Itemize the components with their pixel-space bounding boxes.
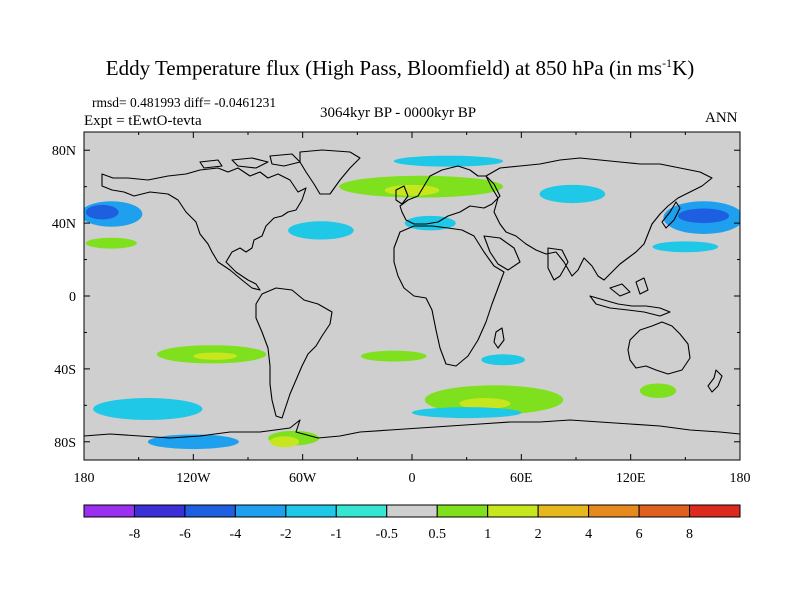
y-tick-label-2: 0 [69, 290, 76, 305]
x-tick-label-1: 120W [176, 471, 211, 486]
y-tick-label-3: 40S [54, 363, 76, 378]
colorbar-label-9: 4 [585, 527, 592, 542]
colorbar-box-3 [234, 504, 287, 518]
colorbar-box-9 [537, 504, 590, 518]
colorbar-label-11: 8 [686, 527, 693, 542]
coastline-new-zealand [707, 369, 723, 393]
colorbar-box-0 [83, 504, 135, 518]
colorbar-box-7 [436, 504, 489, 518]
colorbar: -8 -6 -4 -2 -1 -0.5 0.5 1 2 4 6 8 [83, 504, 741, 542]
x-tick-label-6: 180 [730, 471, 751, 486]
colorbar-label-3: -2 [280, 527, 292, 542]
coastline-arctic-islands [199, 153, 301, 169]
coastline-britain [395, 185, 409, 205]
colorbar-box-5 [335, 504, 388, 518]
coastline-south-america [255, 287, 333, 419]
contour-region-16 [459, 398, 511, 409]
y-tick-label-1: 40N [52, 217, 76, 232]
axis-ticks: 180 120W 60W 0 60E 120E 180 80N 40N 0 40S 80S [52, 132, 751, 486]
y-tick-label-4: 80S [54, 436, 76, 451]
colorbar-label-4: -1 [330, 527, 342, 542]
contour-region-11 [539, 184, 606, 204]
contour-region-7 [384, 184, 440, 196]
colorbar-label-6: 0.5 [428, 527, 446, 542]
coastlines [84, 149, 740, 439]
x-tick-label-0: 180 [74, 471, 95, 486]
colorbar-label-0: -8 [129, 527, 141, 542]
contour-region-2 [85, 237, 137, 249]
rmsd-diff-text: rmsd= 0.481993 diff= -0.0461231 [92, 95, 277, 110]
colorbar-label-5: -0.5 [376, 527, 398, 542]
contour-region-10 [393, 155, 504, 167]
coastline-greenland [299, 149, 361, 195]
contour-region-5 [652, 241, 719, 253]
colorbar-label-1: -6 [179, 527, 191, 542]
contour-region-23 [639, 383, 677, 399]
contour-region-22 [269, 436, 300, 448]
colorbar-label-2: -4 [230, 527, 242, 542]
y-tick-label-0: 80N [52, 144, 76, 159]
anomaly-contours [84, 155, 740, 450]
colorbar-label-10: 6 [636, 527, 643, 542]
colorbar-box-6 [386, 504, 438, 518]
coastline-australia [627, 321, 691, 375]
colorbar-box-1 [133, 504, 186, 518]
x-tick-label-3: 0 [409, 471, 416, 486]
plot-title: Eddy Temperature flux (High Pass, Bloomf… [105, 56, 695, 80]
contour-region-14 [360, 350, 427, 362]
coastline-antarctica [84, 419, 740, 439]
contour-region-1 [85, 204, 119, 220]
coastline-madagascar [493, 327, 505, 349]
contour-region-4 [678, 208, 730, 224]
colorbar-box-2 [184, 504, 236, 518]
contour-region-18 [481, 354, 525, 366]
contour-region-13 [193, 352, 238, 360]
x-tick-label-5: 120E [616, 471, 646, 486]
coastline-india [547, 247, 569, 281]
colorbar-box-10 [588, 504, 640, 518]
colorbar-box-4 [285, 504, 337, 518]
contour-region-17 [412, 407, 522, 419]
coastline-europe [399, 165, 501, 225]
colorbar-label-8: 2 [535, 527, 542, 542]
x-tick-label-4: 60E [510, 471, 533, 486]
coastline-indonesia [589, 277, 671, 317]
period-label: 3064kyr BP - 0000kyr BP [320, 105, 477, 121]
colorbar-box-12 [689, 504, 741, 518]
colorbar-label-7: 1 [484, 527, 491, 542]
contour-region-19 [93, 398, 203, 420]
contour-region-8 [288, 221, 354, 240]
coastline-north-america [101, 167, 307, 291]
coastline-japan [661, 201, 681, 229]
experiment-label: Expt = tEwtO-tevta [84, 113, 202, 129]
colorbar-box-8 [487, 504, 539, 518]
coastline-arabia [483, 235, 521, 271]
colorbar-box-11 [638, 504, 691, 518]
coastline-asia [485, 157, 713, 281]
season-label: ANN [705, 110, 738, 126]
x-tick-label-2: 60W [289, 471, 317, 486]
coastline-africa [393, 225, 505, 367]
